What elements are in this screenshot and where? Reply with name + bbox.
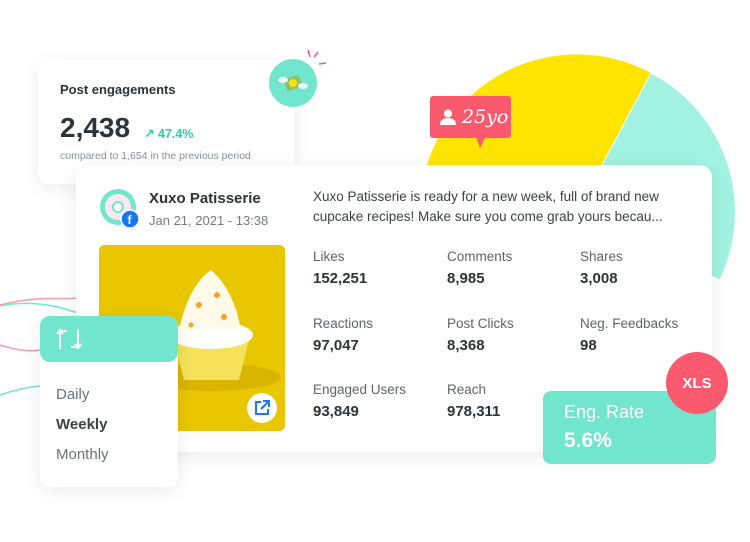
menu-item-monthly[interactable]: Monthly [56,446,109,463]
post-text: Xuxo Patisserie is ready for a new week,… [313,189,663,224]
eng-rate-label: Eng. Rate [564,402,645,422]
sparkle-lines [307,49,327,65]
comparison-text: compared to 1,654 in the previous period [60,150,251,162]
metric-comments: Comments 8,985 [447,249,513,287]
svg-text:f: f [128,213,133,227]
metric-likes: Likes 152,251 [313,249,368,287]
squiggle-line [0,344,41,352]
engagements-value: 2,438 [60,112,131,143]
metric-post-clicks: Post Clicks 8,368 [447,316,514,354]
open-external-button[interactable] [247,393,277,423]
eng-rate-value: 5.6% [564,429,612,452]
metric-neg-feedbacks: Neg. Feedbacks 98 [580,316,679,354]
metric-engaged-users: Engaged Users 93,849 [313,382,407,420]
squiggle-line [0,385,41,396]
page-name[interactable]: Xuxo Patisserie [149,190,261,207]
post-date: Jan 21, 2021 - 13:38 [149,213,269,228]
period-menu: Daily Weekly Monthly [40,316,178,487]
arrow-up-right-icon: ↗ [144,127,158,141]
repeat-icon [56,328,82,350]
engagements-change: ↗ 47.4% [144,127,194,141]
user-icon [440,109,456,125]
flying-money-icon [269,59,317,107]
squiggle-line [0,302,79,314]
metric-reactions: Reactions 97,047 [313,316,374,354]
squiggle-line [0,297,79,306]
external-link-icon [255,400,270,415]
metric-shares: Shares 3,008 [580,249,623,287]
metric-reach: Reach 978,311 [447,382,501,420]
menu-item-daily[interactable]: Daily [56,386,90,403]
post-engagements-card: Post engagements 2,438 ↗ 47.4% compared … [38,60,294,184]
eng-rate-card: Eng. Rate 5.6% [543,391,716,464]
export-xls-button[interactable]: XLS [666,352,728,414]
age-badge: 25yo [430,96,511,138]
card-title: Post engagements [60,82,176,97]
badge-tail [476,136,486,148]
menu-item-weekly[interactable]: Weekly [56,416,108,433]
facebook-icon: f [120,209,140,229]
period-menu-header[interactable] [40,316,178,362]
page-avatar: f [99,188,140,229]
